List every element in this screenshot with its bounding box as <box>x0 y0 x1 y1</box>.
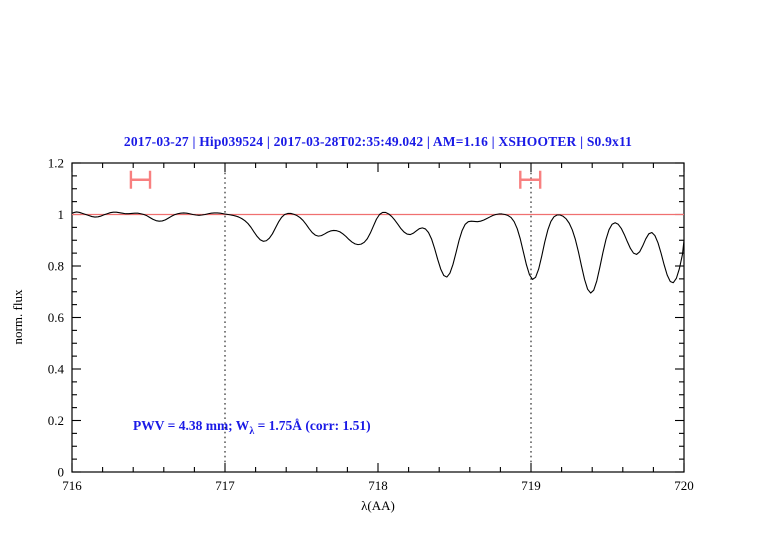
x-tick-label: 716 <box>62 478 82 493</box>
range-markers <box>129 170 542 189</box>
x-tick-label: 718 <box>368 478 388 493</box>
y-tick-label: 0.8 <box>48 259 64 274</box>
pwv-annotation-part2: = 1.75Å (corr: 1.51) <box>254 418 370 433</box>
y-tick-label: 0.2 <box>48 413 64 428</box>
y-tick-label: 0.6 <box>48 310 65 325</box>
x-axis-label: λ(AA) <box>361 498 395 513</box>
x-tick-label: 717 <box>215 478 235 493</box>
x-tick-labels: 716 717 718 719 720 <box>62 478 694 493</box>
vertical-reference-lines <box>224 163 532 472</box>
y-tick-labels: 0 0.2 0.4 0.6 0.8 1 1.2 <box>48 156 65 480</box>
pwv-annotation-part1: PWV = 4.38 mm; W <box>133 418 250 433</box>
y-tick-label: 1.2 <box>48 156 64 171</box>
y-tick-label: 0 <box>58 465 65 480</box>
plot-title: 2017-03-27 | Hip039524 | 2017-03-28T02:3… <box>124 134 632 149</box>
pwv-annotation: PWV = 4.38 mm; Wλ = 1.75Å (corr: 1.51) <box>133 418 371 437</box>
y-axis-label: norm. flux <box>10 289 25 344</box>
y-tick-label: 0.4 <box>48 362 65 377</box>
spectrum-trace <box>71 211 685 294</box>
spectrum-series <box>71 211 685 294</box>
pwv-annotation-subscript: λ <box>249 426 254 437</box>
x-tick-label: 720 <box>674 478 694 493</box>
y-tick-label: 1 <box>58 207 65 222</box>
axis-ticks <box>71 162 685 473</box>
x-tick-label: 719 <box>521 478 541 493</box>
